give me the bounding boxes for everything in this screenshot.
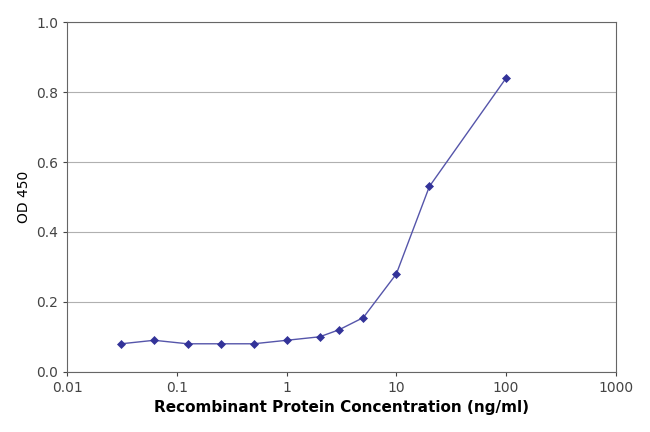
Y-axis label: OD 450: OD 450 <box>17 171 31 223</box>
X-axis label: Recombinant Protein Concentration (ng/ml): Recombinant Protein Concentration (ng/ml… <box>154 400 529 415</box>
